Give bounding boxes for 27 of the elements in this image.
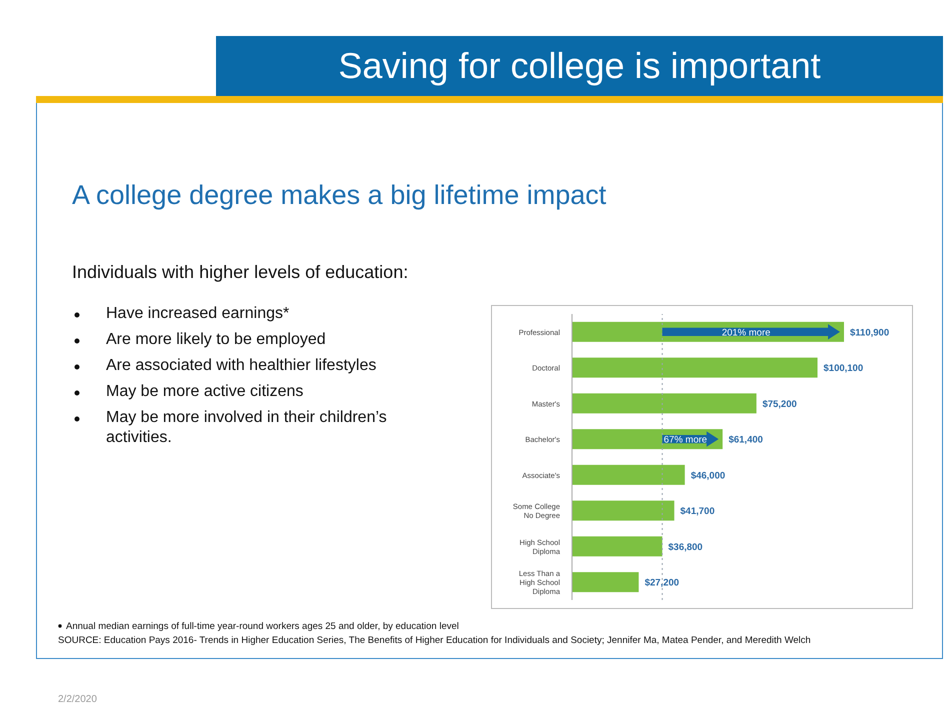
text: Individuals with higher levels of education: [72,262,408,283]
bar [572,572,639,592]
annotation: 201% more [722,327,770,338]
bar [572,536,662,556]
data-label: $46,000 [690,470,726,482]
text: May be more active citizens [106,382,304,402]
text: Are associated with healthier lifestyles [106,356,376,376]
bar [572,500,674,521]
text: Annual median earnings of full-time year-round workers ages 25 and older, by education level [65,620,460,634]
data-label: $75,200 [762,398,797,410]
data-label: $36,800 [668,542,703,553]
source-note: SOURCE: Education Pays 2016- Trends in Higher Education Series, The Benefits of Higher Education for Individuals and Society; Jennifer Ma, Matea Pender, and Meredith Welch [58,634,811,648]
bar [572,464,685,485]
data-label: $100,100 [824,363,864,374]
text: 2/2/2020 [58,694,97,705]
bar [572,393,756,414]
chart-title: Saving for college is important [216,36,943,96]
data-label: $61,400 [728,434,763,446]
text: May be more involved in their children’s activities. [106,408,388,448]
text: A college degree makes a big lifetime impact [72,180,606,211]
text: Are more likely to be employed [106,330,326,350]
bar [572,358,818,378]
text: Have increased earnings* [106,304,290,324]
data-label: $41,700 [680,506,715,518]
annotation: 67% more [664,434,708,446]
data-label: $110,900 [850,327,890,338]
data-label: $27,200 [644,578,680,589]
